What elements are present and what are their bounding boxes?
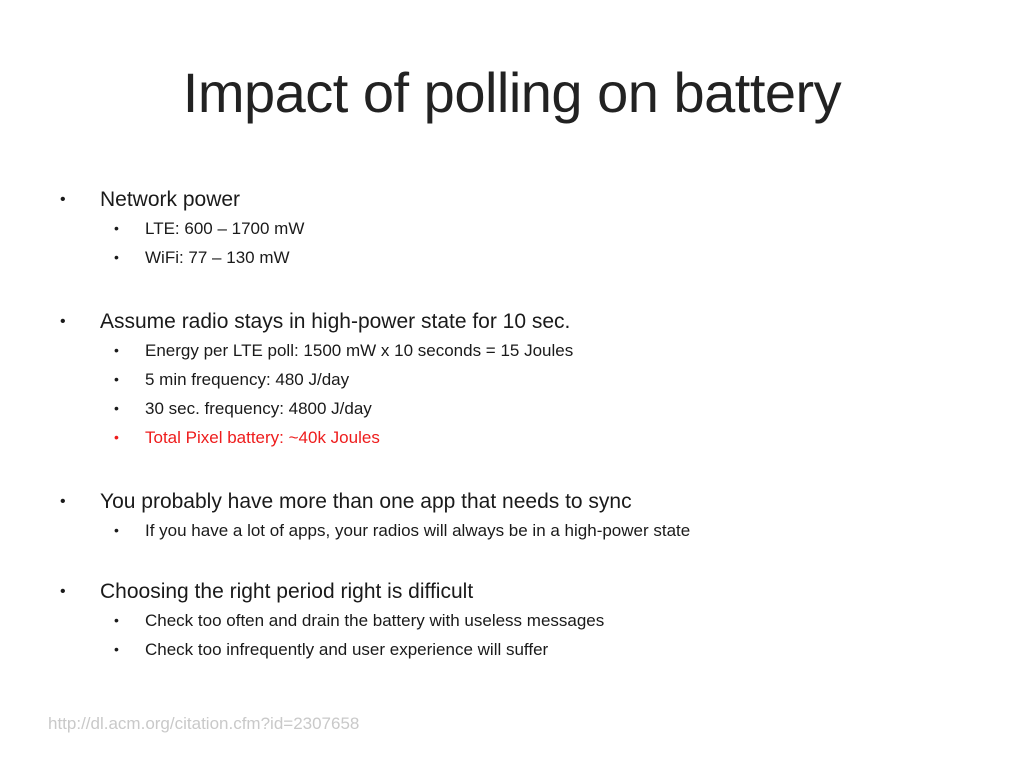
bullet-heading: • Network power	[56, 186, 976, 214]
sub-bullet: • Check too often and drain the battery …	[56, 606, 976, 635]
sub-bullet-highlight: • Total Pixel battery: ~40k Joules	[56, 423, 976, 452]
sub-bullet-text: If you have a lot of apps, your radios w…	[145, 521, 691, 540]
bullet-icon: •	[114, 342, 119, 358]
bullet-icon: •	[60, 191, 66, 208]
sub-bullet-text: 5 min frequency: 480 J/day	[145, 370, 350, 389]
bullet-icon: •	[114, 641, 119, 657]
bullet-icon: •	[114, 429, 119, 445]
bullet-icon: •	[114, 220, 119, 236]
bullet-heading: • Assume radio stays in high-power state…	[56, 308, 976, 336]
bullet-icon: •	[114, 522, 119, 538]
section-radio-state: • Assume radio stays in high-power state…	[56, 308, 976, 452]
sub-bullet-text: 30 sec. frequency: 4800 J/day	[145, 399, 372, 418]
bullet-heading: • You probably have more than one app th…	[56, 488, 976, 516]
section-choosing-period: • Choosing the right period right is dif…	[56, 578, 976, 664]
sub-bullet-text: LTE: 600 – 1700 mW	[145, 219, 305, 238]
sub-bullet-text: WiFi: 77 – 130 mW	[145, 248, 290, 267]
sub-bullet: • 5 min frequency: 480 J/day	[56, 365, 976, 394]
sub-bullet: • Energy per LTE poll: 1500 mW x 10 seco…	[56, 336, 976, 365]
bullet-icon: •	[60, 583, 66, 600]
section-multiple-apps: • You probably have more than one app th…	[56, 488, 976, 545]
sub-bullet-text: Total Pixel battery: ~40k Joules	[145, 428, 380, 447]
bullet-icon: •	[114, 612, 119, 628]
sub-bullet: • If you have a lot of apps, your radios…	[56, 516, 976, 545]
bullet-heading-text: Assume radio stays in high-power state f…	[100, 310, 571, 333]
sub-bullet: • Check too infrequently and user experi…	[56, 635, 976, 664]
bullet-heading-text: Choosing the right period right is diffi…	[100, 580, 474, 603]
slide-title: Impact of polling on battery	[182, 61, 842, 124]
bullet-icon: •	[114, 371, 119, 387]
sub-bullet: • 30 sec. frequency: 4800 J/day	[56, 394, 976, 423]
bullet-icon: •	[114, 400, 119, 416]
bullet-heading: • Choosing the right period right is dif…	[56, 578, 976, 606]
bullet-heading-text: You probably have more than one app that…	[100, 490, 632, 513]
sub-bullet-text: Check too infrequently and user experien…	[145, 640, 549, 659]
bullet-icon: •	[60, 313, 66, 330]
sub-bullet: • WiFi: 77 – 130 mW	[56, 243, 976, 272]
bullet-icon: •	[114, 249, 119, 265]
sub-bullet: • LTE: 600 – 1700 mW	[56, 214, 976, 243]
bullet-icon: •	[60, 493, 66, 510]
section-network-power: • Network power • LTE: 600 – 1700 mW • W…	[56, 186, 976, 272]
sub-bullet-text: Energy per LTE poll: 1500 mW x 10 second…	[145, 341, 574, 360]
sub-bullet-text: Check too often and drain the battery wi…	[145, 611, 605, 630]
bullet-heading-text: Network power	[100, 188, 241, 211]
source-link[interactable]: http://dl.acm.org/citation.cfm?id=230765…	[48, 714, 360, 733]
